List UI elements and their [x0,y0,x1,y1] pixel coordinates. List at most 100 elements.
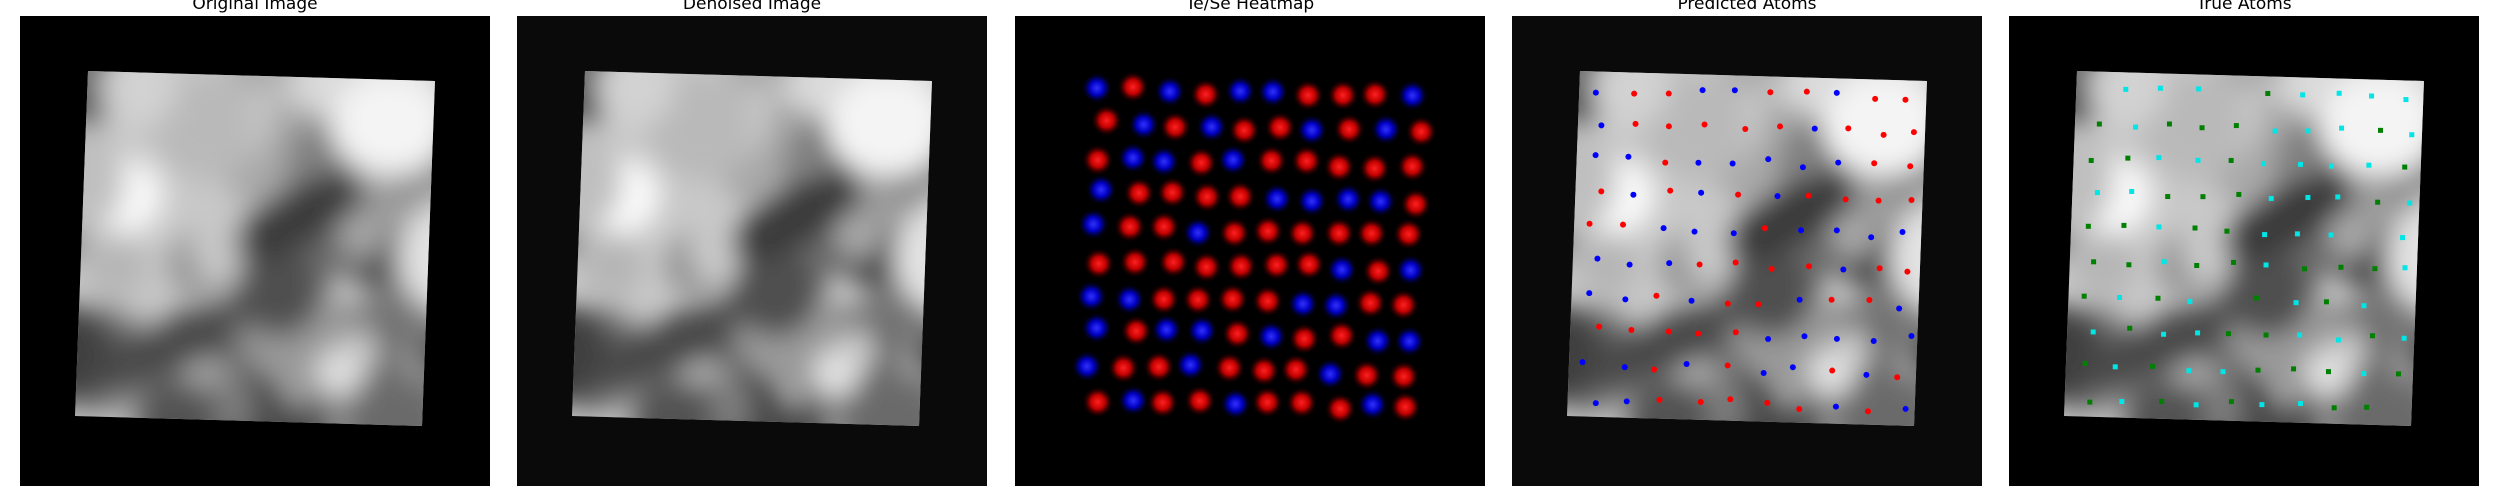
te-dot [1359,78,1392,111]
texture-blob [1889,201,1927,314]
true-se-atom [2294,231,2300,237]
se-dot [1217,143,1250,176]
te-dot [1156,176,1189,209]
predicted-se-atom [1765,335,1772,342]
predicted-se-atom [1660,225,1667,232]
true-se-atom [2293,300,2299,306]
se-dot [1320,289,1353,322]
original-image [20,16,490,486]
predicted-te-atom [1907,163,1914,170]
true-te-atom [2150,363,2156,369]
texture-blob [1726,248,1815,337]
te-dot [1213,351,1246,384]
texture-blobs [75,71,435,426]
texture-blob [234,248,323,337]
te-dot [1355,217,1388,250]
texture-blob [1643,71,1753,180]
texture-blob [1835,372,1927,426]
te-dot [1325,319,1358,352]
true-te-atom [2091,259,2097,265]
true-te-atom [2396,371,2402,377]
texture-blob [417,309,435,391]
texture-blob [2213,71,2291,95]
predicted-te-atom [1876,265,1883,272]
predicted-se-atom [1592,89,1599,96]
te-dot [1326,79,1359,112]
te-dot [1323,150,1356,183]
texture-blob [335,209,386,260]
se-dot [1295,185,1328,218]
texture-blob [734,172,860,260]
te-dot [1293,248,1326,281]
se-dot [1148,145,1181,178]
predicted-te-atom [1667,187,1674,194]
predicted-te-atom [1902,96,1909,103]
predicted-te-atom [1665,123,1672,130]
predicted-te-atom [1697,398,1704,405]
te-dot [1324,392,1357,425]
texture-blob [1716,71,1794,95]
predicted-se-atom [1833,335,1840,342]
panel-title-heatmap: Te/Se Heatmap [1185,0,1315,14]
texture-blob [1916,324,1927,396]
predicted-te-atom [1864,408,1871,415]
heatmap-image [1015,16,1485,486]
se-dot [1364,185,1397,218]
true-te-atom [2126,262,2132,268]
texture-blob [75,195,91,257]
true-te-atom [2378,127,2384,133]
te-dot [1389,390,1422,423]
se-dot [1286,287,1319,320]
predicted-te-atom [1701,121,1708,128]
te-dot [1146,386,1179,419]
predicted-se-atom [1688,297,1695,304]
predicted-se-atom [1801,333,1808,340]
predicted-te-atom [1880,131,1887,138]
predicted-te-atom [1653,292,1660,299]
texture-blob [648,71,758,180]
se-dot [1117,384,1150,417]
panel-title-predicted: Predicted Atoms [1677,0,1817,14]
predicted-se-atom [1586,290,1593,297]
texture-blob [2072,234,2136,299]
true-se-atom [2123,86,2129,92]
true-se-atom [2335,194,2341,200]
te-dot [1290,144,1323,177]
predicted-se-atom [1868,234,1875,241]
predicted-te-atom [1764,399,1771,406]
se-dot [1113,283,1146,316]
predicted-se-atom [1699,87,1706,94]
true-te-atom [2236,191,2242,197]
se-dot [1332,183,1365,216]
predicted-te-atom [1632,120,1639,127]
true-se-atom [2157,85,2163,91]
texture-blob [832,209,883,260]
se-dot [1256,75,1289,108]
te-dot [1251,215,1284,248]
true-te-atom [2087,399,2093,405]
te-dot [1159,111,1192,144]
panel-title-true: True Atoms [2196,0,2292,14]
true-te-atom [2372,266,2378,272]
predicted-se-atom [1760,369,1767,376]
texture-blob [397,201,435,314]
predicted-se-atom [1870,337,1877,344]
te-dot [1392,218,1425,251]
te-dot [1082,247,1115,280]
true-se-atom [2187,298,2193,304]
predicted-te-atom [1761,225,1768,232]
te-dot [1157,246,1190,279]
te-dot [1221,317,1254,350]
te-dot [1118,246,1151,279]
texture-blob [415,334,435,371]
te-dot [1264,111,1297,144]
te-dot [1358,152,1391,185]
se-dot [1393,325,1426,358]
true-te-atom [2325,369,2331,375]
true-te-atom [2224,228,2230,234]
true-te-atom [2200,194,2206,200]
predicted-se-atom [1902,405,1909,412]
predicted-atom-markers [1579,87,1917,415]
te-dot [1190,250,1223,283]
se-dot [1369,113,1402,146]
